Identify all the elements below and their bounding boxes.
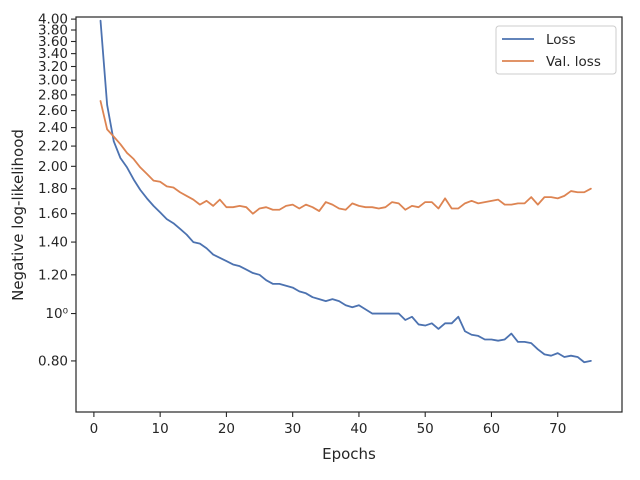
y-tick-label: 1.60 [38, 206, 68, 222]
y-tick-label: 2.80 [38, 87, 68, 103]
y-tick-label: 0.80 [38, 353, 68, 369]
x-tick-label: 60 [483, 421, 500, 437]
y-tick-label: 3.60 [38, 34, 68, 50]
y-tick-label: 2.00 [38, 159, 68, 175]
series-line-loss [99, 19, 592, 364]
x-tick-label: 0 [90, 421, 99, 437]
y-tick-label: 1.20 [38, 267, 68, 283]
x-tick-label: 40 [350, 421, 367, 437]
x-tick-label: 10 [152, 421, 169, 437]
y-tick-label: 1.80 [38, 181, 68, 197]
legend-label-val-loss: Val. loss [546, 54, 601, 70]
y-tick-label: 3.80 [38, 23, 68, 39]
y-tick-label: 2.20 [38, 139, 68, 155]
y-tick-label: 2.40 [38, 120, 68, 136]
x-axis-title: Epochs [322, 445, 376, 463]
axes-frame [75, 16, 623, 413]
axes: 0 10 20 30 40 50 60 70 0.80 10⁰ 1.20 1.40 1.60 1.80 2.… [38, 12, 623, 437]
series-line-val-loss [99, 100, 592, 215]
x-tick-label: 50 [417, 421, 434, 437]
y-tick-label: 4.00 [38, 12, 68, 28]
plot-area [99, 19, 592, 364]
y-axis-title: Negative log-likelihood [9, 129, 27, 301]
y-tick-label: 10⁰ [45, 306, 68, 322]
y-tick-label: 3.20 [38, 59, 68, 75]
x-tick-label: 70 [549, 421, 566, 437]
legend: Loss Val. loss [495, 25, 617, 75]
y-tick-label: 1.40 [38, 235, 68, 251]
legend-label-loss: Loss [546, 32, 576, 48]
legend-box [495, 25, 617, 75]
y-tick-label: 3.40 [38, 46, 68, 62]
y-tick-label: 2.60 [38, 103, 68, 119]
y-tick-label: 3.00 [38, 73, 68, 89]
x-tick-label: 20 [218, 421, 235, 437]
x-tick-label: 30 [284, 421, 301, 437]
